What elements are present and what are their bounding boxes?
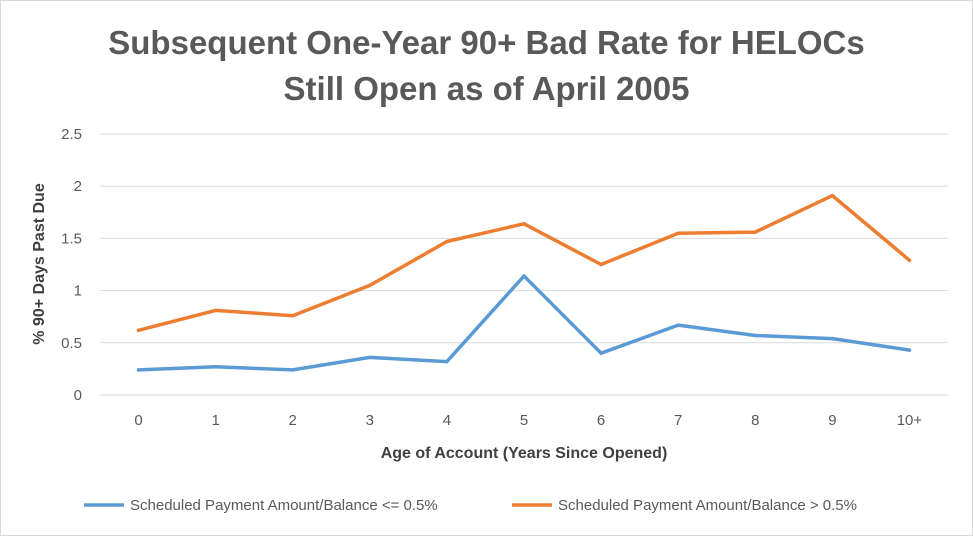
data-point <box>599 351 603 355</box>
x-tick-label: 4 <box>443 412 451 429</box>
y-tick-label: 0 <box>74 387 82 404</box>
data-point <box>522 222 526 226</box>
data-point <box>676 323 680 327</box>
y-axis-ticks: 0 0.5 1 1.5 2 2.5 <box>61 126 82 404</box>
data-point <box>830 336 835 341</box>
y-tick-label: 1.5 <box>61 230 82 247</box>
x-tick-label: 1 <box>211 412 219 429</box>
y-tick-label: 1 <box>74 283 82 300</box>
data-point <box>907 258 912 263</box>
data-point <box>136 328 141 332</box>
series-line-1 <box>136 274 912 372</box>
data-point <box>599 262 603 267</box>
data-point <box>368 283 372 288</box>
y-axis-title: % 90+ Days Past Due <box>31 183 48 345</box>
x-tick-label: 6 <box>597 412 605 429</box>
y-tick-label: 0.5 <box>61 335 82 352</box>
series-line-2 <box>136 193 912 333</box>
x-tick-label: 2 <box>289 412 297 429</box>
data-point <box>213 365 218 369</box>
x-tick-label: 9 <box>828 412 836 429</box>
chart-title-line-2: Still Open as of April 2005 <box>283 70 690 107</box>
legend: Scheduled Payment Amount/Balance <= 0.5%… <box>84 497 857 514</box>
data-point <box>445 359 449 364</box>
y-tick-label: 2.5 <box>61 126 82 143</box>
data-point <box>291 313 295 318</box>
data-point <box>753 333 757 338</box>
legend-label-2: Scheduled Payment Amount/Balance > 0.5% <box>558 497 857 514</box>
data-point <box>522 274 526 278</box>
series-lines <box>136 193 912 372</box>
x-tick-label: 8 <box>751 412 759 429</box>
data-point <box>676 231 680 235</box>
data-point <box>368 355 372 360</box>
x-axis-title: Age of Account (Years Since Opened) <box>381 445 668 462</box>
data-point <box>213 308 218 313</box>
x-tick-label: 3 <box>366 412 374 429</box>
data-point <box>136 368 141 372</box>
data-point <box>445 239 449 244</box>
data-point <box>291 368 295 372</box>
y-tick-label: 2 <box>74 178 82 195</box>
x-axis-ticks: 0 1 2 3 4 5 6 7 8 9 10+ <box>134 412 922 429</box>
data-point <box>753 230 757 234</box>
data-point <box>907 348 912 352</box>
chart-title-line-1: Subsequent One-Year 90+ Bad Rate for HEL… <box>108 24 865 61</box>
x-tick-label: 10+ <box>897 412 923 429</box>
x-tick-label: 5 <box>520 412 528 429</box>
x-tick-label: 7 <box>674 412 682 429</box>
legend-label-1: Scheduled Payment Amount/Balance <= 0.5% <box>130 497 438 514</box>
data-point <box>830 193 835 198</box>
gridlines <box>100 133 948 396</box>
x-tick-label: 0 <box>134 412 142 429</box>
